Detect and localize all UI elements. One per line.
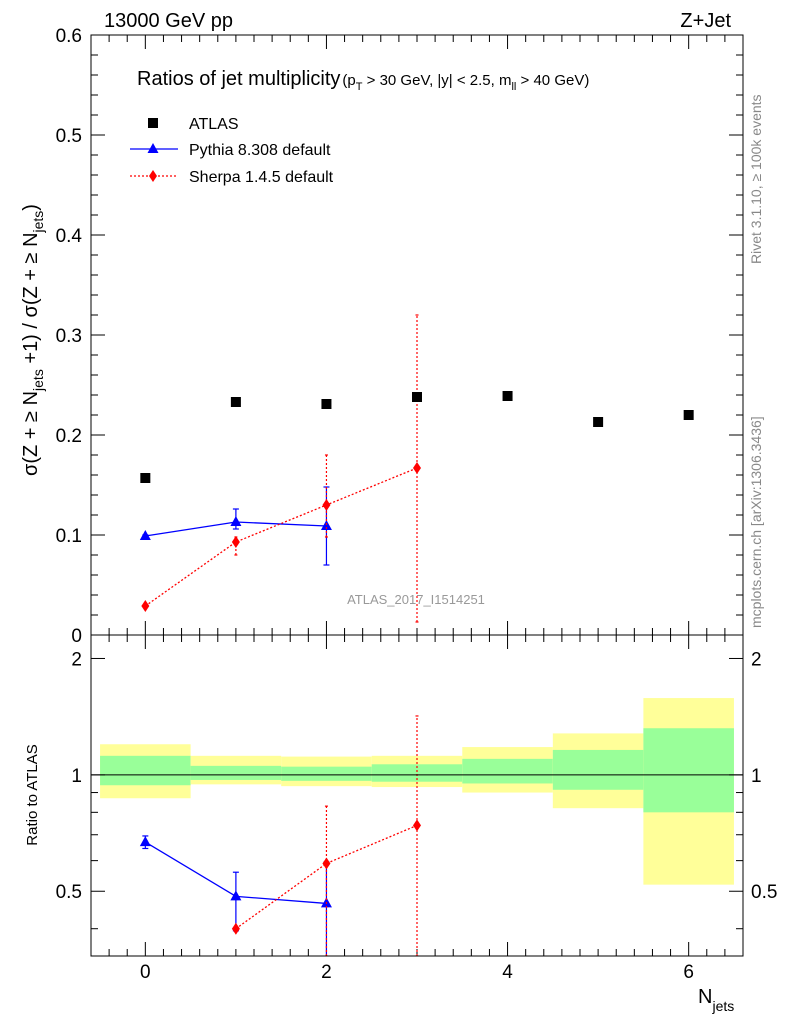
legend: ATLAS Pythia 8.308 default Sherpa 1.4.5 …	[130, 116, 334, 186]
atlas-point	[140, 473, 151, 483]
ratio-plot-panel: 0.5 0.5 1 1 2 2 0 2 4 6 Ratio to ATLAS Njets	[24, 634, 777, 1014]
sherpa-point	[322, 499, 331, 511]
sherpa-line	[144, 467, 418, 607]
x-tick-label: 4	[502, 962, 513, 983]
ratio-y-tick-label: 2	[71, 649, 82, 670]
pythia-point	[230, 516, 242, 526]
x-tick-label: 6	[683, 962, 694, 983]
main-y-tick-label: 0	[71, 626, 82, 647]
legend-atlas-label: ATLAS	[189, 116, 239, 133]
ratio-sherpa-point	[231, 922, 240, 935]
mcplots-label: mcplots.cern.ch [arXiv:1306.3436]	[748, 416, 764, 628]
ratio-band-inner	[643, 728, 734, 813]
ratio-y-axis-label: Ratio to ATLAS	[24, 744, 41, 845]
atlas-point	[321, 399, 332, 409]
header-right-label: Z+Jet	[680, 10, 731, 32]
main-y-tick-label: 0.4	[56, 226, 83, 247]
chart-title-main: Ratios of jet multiplicity	[137, 68, 340, 90]
ratio-band-inner	[281, 766, 372, 781]
ratio-pythia-point	[230, 890, 242, 901]
legend-pythia-label: Pythia 8.308 default	[189, 142, 331, 159]
legend-pythia-marker	[147, 143, 159, 153]
ratio-band-inner	[100, 755, 191, 786]
main-y-tick-label: 0.1	[56, 526, 82, 547]
x-tick-label: 0	[140, 962, 151, 983]
ratio-band-inner	[371, 764, 463, 782]
header-left-label: 13000 GeV pp	[104, 10, 233, 32]
legend-atlas-marker	[148, 118, 158, 128]
analysis-watermark: ATLAS_2017_I1514251	[347, 592, 485, 607]
pythia-point	[139, 530, 151, 540]
main-y-tick-label: 0.5	[56, 126, 82, 147]
atlas-point	[412, 392, 422, 402]
x-tick-label: 2	[321, 962, 332, 983]
atlas-point	[230, 397, 241, 407]
atlas-point	[683, 410, 694, 420]
ratio-y-tick-label: 0.5	[56, 882, 82, 903]
ratio-sherpa-point	[322, 857, 331, 870]
rivet-label: Rivet 3.1.10, ≥ 100k events	[748, 94, 764, 264]
sherpa-point	[231, 536, 240, 548]
ratio-plot-frame	[90, 634, 744, 957]
sherpa-point	[141, 600, 150, 612]
legend-item-atlas: ATLAS	[148, 116, 239, 133]
atlas-point	[593, 417, 604, 427]
main-plot-panel: 0 0.1 0.2 0.3 0.4 0.5 0.6 σ(Z + ≥ Njets +1) / …	[20, 26, 744, 956]
legend-sherpa-marker	[149, 170, 157, 182]
atlas-point	[502, 391, 513, 401]
ratio-y-tick-label-right: 2	[751, 649, 762, 670]
main-y-tick-label: 0.2	[56, 426, 82, 447]
chart-title: Ratios of jet multiplicity (pT > 30 GeV, …	[137, 68, 589, 93]
ratio-y-tick-label: 1	[71, 766, 82, 787]
ratio-y-tick-label-right: 1	[751, 766, 762, 787]
sherpa-point	[413, 462, 421, 474]
main-y-tick-label: 0.3	[56, 326, 82, 347]
ratio-band-inner	[190, 765, 282, 780]
legend-item-pythia: Pythia 8.308 default	[130, 142, 331, 159]
ratio-band-inner	[552, 749, 644, 790]
main-y-tick-label: 0.6	[56, 26, 82, 47]
main-y-axis-label: σ(Z + ≥ Njets +1) / σ(Z + ≥ Njets)	[20, 204, 46, 476]
ratio-y-tick-label-right: 0.5	[751, 882, 777, 903]
ratio-sherpa-line	[235, 824, 418, 930]
ratio-sherpa-point	[413, 819, 421, 832]
legend-item-sherpa: Sherpa 1.4.5 default	[130, 169, 334, 186]
x-axis-label: Njets	[698, 986, 734, 1014]
ratio-pythia-point	[139, 836, 151, 847]
ratio-band-inner	[462, 758, 553, 784]
legend-sherpa-label: Sherpa 1.4.5 default	[189, 169, 334, 186]
